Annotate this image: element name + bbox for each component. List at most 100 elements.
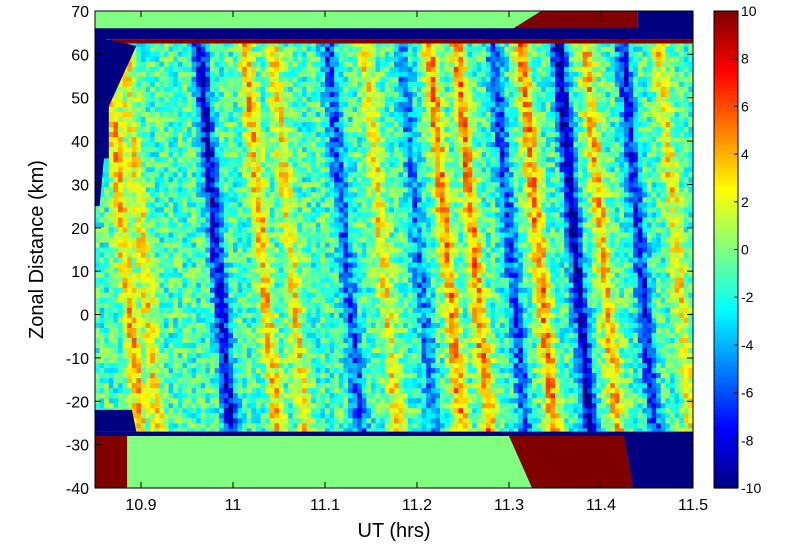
heatmap-cell <box>297 236 303 243</box>
heatmap-cell <box>279 362 285 369</box>
heatmap-cell <box>159 307 165 313</box>
heatmap-cell <box>177 292 183 298</box>
heatmap-cell <box>210 221 216 228</box>
heatmap-cell <box>246 136 252 143</box>
heatmap-cell <box>145 397 151 404</box>
heatmap-cell <box>99 332 105 338</box>
heatmap-cell <box>334 257 340 263</box>
heatmap-cell <box>154 407 160 414</box>
heatmap-cell <box>168 267 174 273</box>
heatmap-cell <box>283 216 289 223</box>
heatmap-cell <box>242 186 248 193</box>
heatmap-cell <box>246 106 252 113</box>
heatmap-cell <box>237 252 243 258</box>
heatmap-cell <box>269 111 275 118</box>
heatmap-cell <box>164 86 170 92</box>
heatmap-cell <box>191 161 197 168</box>
heatmap-cell <box>127 176 133 183</box>
heatmap-cell <box>302 146 308 153</box>
heatmap-cell <box>265 292 271 298</box>
heatmap-cell <box>269 86 275 92</box>
heatmap-cell <box>228 206 234 213</box>
heatmap-cell <box>246 221 252 228</box>
heatmap-cell <box>246 46 252 52</box>
heatmap-cell <box>154 347 160 354</box>
heatmap-cell <box>320 221 326 228</box>
heatmap-cell <box>274 372 280 379</box>
heatmap-cell <box>297 176 303 183</box>
heatmap-cell <box>150 61 156 67</box>
heatmap-cell <box>269 392 275 399</box>
heatmap-cell <box>251 342 257 349</box>
heatmap-cell <box>288 367 294 374</box>
heatmap-cell <box>145 181 151 188</box>
heatmap-cell <box>251 166 257 173</box>
heatmap-cell <box>159 181 165 188</box>
heatmap-cell <box>200 206 206 213</box>
heatmap-cell <box>210 226 216 233</box>
heatmap-cell <box>237 322 243 328</box>
heatmap-cell <box>292 332 298 338</box>
heatmap-cell <box>265 116 271 123</box>
heatmap-cell <box>265 262 271 268</box>
heatmap-cell <box>127 186 133 193</box>
heatmap-cell <box>260 427 266 434</box>
heatmap-cell <box>274 317 280 323</box>
heatmap-cell <box>187 181 193 188</box>
heatmap-cell <box>260 372 266 379</box>
heatmap-cell <box>228 357 234 364</box>
heatmap-cell <box>182 402 188 409</box>
heatmap-cell <box>182 287 188 293</box>
heatmap-cell <box>315 56 321 62</box>
heatmap-cell <box>325 352 331 359</box>
heatmap-cell <box>329 352 335 359</box>
heatmap-cell <box>311 342 317 349</box>
heatmap-cell <box>274 176 280 183</box>
heatmap-cell <box>127 151 133 158</box>
heatmap-cell <box>131 297 137 303</box>
heatmap-cell <box>177 186 183 193</box>
heatmap-cell <box>95 206 101 213</box>
heatmap-cell <box>95 297 101 303</box>
heatmap-cell <box>311 267 317 273</box>
heatmap-cell <box>242 402 248 409</box>
heatmap-cell <box>302 96 308 102</box>
heatmap-cell <box>182 41 188 47</box>
heatmap-cell <box>256 282 262 288</box>
heatmap-cell <box>210 186 216 193</box>
heatmap-cell <box>283 397 289 404</box>
heatmap-cell <box>228 377 234 384</box>
heatmap-cell <box>159 267 165 273</box>
heatmap-cell <box>131 141 137 148</box>
heatmap-cell <box>279 246 285 253</box>
heatmap-cell <box>242 412 248 419</box>
heatmap-cell <box>246 166 252 173</box>
heatmap-cell <box>196 111 202 118</box>
heatmap-cell <box>274 96 280 102</box>
heatmap-cell <box>292 166 298 173</box>
heatmap-cell <box>292 312 298 318</box>
heatmap-cell <box>182 226 188 233</box>
heatmap-cell <box>108 277 114 283</box>
heatmap-cell <box>173 342 179 349</box>
heatmap-cell <box>306 332 312 338</box>
heatmap-cell <box>104 226 110 233</box>
heatmap-cell <box>256 141 262 148</box>
heatmap-cell <box>214 61 220 67</box>
heatmap-cell <box>297 111 303 118</box>
heatmap-cell <box>260 307 266 313</box>
heatmap-cell <box>260 252 266 258</box>
heatmap-cell <box>164 236 170 243</box>
heatmap-cell <box>187 357 193 364</box>
heatmap-cell <box>127 161 133 168</box>
heatmap-cell <box>283 372 289 379</box>
heatmap-cell <box>154 262 160 268</box>
heatmap-cell <box>136 231 142 238</box>
heatmap-cell <box>269 282 275 288</box>
heatmap-cell <box>145 307 151 313</box>
heatmap-cell <box>141 176 147 183</box>
heatmap-cell <box>210 317 216 323</box>
heatmap-cell <box>237 211 243 218</box>
heatmap-cell <box>127 96 133 102</box>
heatmap-cell <box>177 111 183 118</box>
